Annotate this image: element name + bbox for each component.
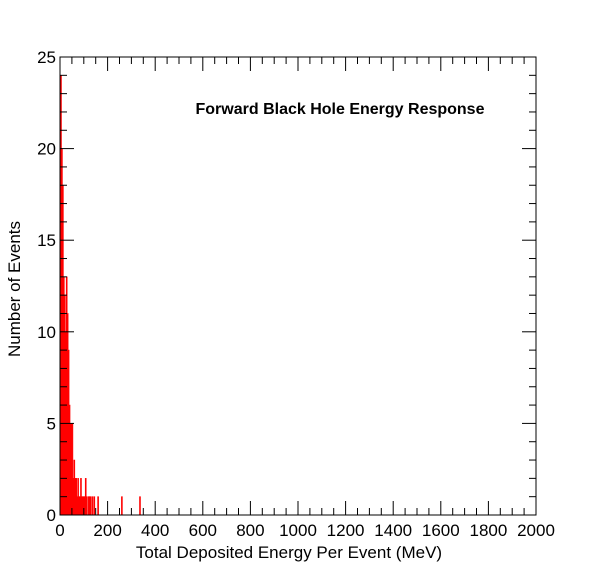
x-tick-label-1: 200 — [93, 521, 121, 540]
y-axis-title: Number of Events — [5, 221, 24, 357]
histogram-bar-33 — [97, 496, 99, 516]
y-tick-label-3: 15 — [37, 231, 56, 250]
x-tick-label-9: 1800 — [469, 521, 507, 540]
y-axis-ticks: 0 5 10 15 20 25 — [37, 48, 536, 525]
y-tick-label-2: 10 — [37, 323, 56, 342]
x-tick-label-5: 1000 — [279, 521, 317, 540]
x-tick-label-2: 400 — [141, 521, 169, 540]
plot-frame — [59, 56, 537, 516]
x-tick-label-8: 1600 — [422, 521, 460, 540]
y-tick-label-1: 5 — [47, 414, 56, 433]
histogram-bar-32 — [93, 496, 96, 516]
chart-title: Forward Black Hole Energy Response — [196, 101, 485, 118]
x-tick-label-7: 1400 — [374, 521, 412, 540]
histogram-bar-31 — [91, 496, 94, 516]
histogram-bar-30 — [89, 496, 92, 516]
x-tick-label-4: 800 — [236, 521, 264, 540]
histogram-bar-35 — [139, 496, 141, 516]
x-tick-label-10: 2000 — [517, 521, 555, 540]
y-tick-label-0: 0 — [47, 506, 56, 525]
y-tick-label-4: 20 — [37, 140, 56, 159]
x-tick-label-3: 600 — [189, 521, 217, 540]
x-axis-title: Total Deposited Energy Per Event (MeV) — [136, 543, 442, 562]
y-tick-label-5: 25 — [37, 48, 56, 67]
x-axis-ticks: 0 200 400 600 800 1000 1200 1400 1600 1800 2000 — [55, 57, 555, 540]
x-tick-label-6: 1200 — [327, 521, 365, 540]
x-tick-label-0: 0 — [55, 521, 64, 540]
histogram-bars — [60, 75, 141, 516]
plot-border — [59, 56, 537, 516]
histogram-bar-27 — [85, 496, 88, 516]
histogram-bar-34 — [121, 496, 123, 516]
